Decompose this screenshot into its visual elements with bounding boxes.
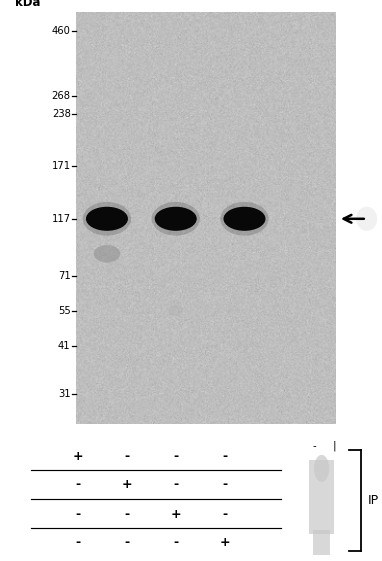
- Ellipse shape: [155, 207, 197, 231]
- Text: -: -: [222, 478, 227, 491]
- Ellipse shape: [94, 245, 120, 263]
- Bar: [309, 460, 334, 534]
- Text: -: -: [173, 449, 178, 463]
- Text: 171: 171: [52, 161, 71, 171]
- Text: 55: 55: [58, 306, 71, 316]
- Text: IP: IP: [367, 494, 379, 507]
- Ellipse shape: [314, 455, 329, 482]
- Text: 31: 31: [58, 389, 71, 399]
- Text: -: -: [222, 449, 227, 463]
- Ellipse shape: [86, 207, 128, 231]
- Text: -: -: [75, 478, 81, 491]
- Text: -: -: [173, 536, 178, 549]
- Text: 71: 71: [58, 270, 71, 280]
- Ellipse shape: [223, 207, 265, 231]
- Ellipse shape: [152, 202, 200, 236]
- Text: +: +: [121, 478, 132, 491]
- Text: 117: 117: [52, 214, 71, 224]
- Ellipse shape: [83, 202, 131, 236]
- Text: 268: 268: [52, 91, 71, 102]
- Text: -: -: [124, 449, 129, 463]
- Text: +: +: [170, 508, 181, 521]
- Text: kDa: kDa: [15, 0, 41, 9]
- Ellipse shape: [356, 207, 377, 231]
- Text: 460: 460: [52, 26, 71, 36]
- Text: -: -: [124, 536, 129, 549]
- Text: -: -: [124, 508, 129, 521]
- Text: -: -: [313, 440, 317, 450]
- Text: -: -: [75, 536, 81, 549]
- Ellipse shape: [220, 202, 269, 236]
- Text: 41: 41: [58, 341, 71, 351]
- Text: |: |: [333, 440, 337, 451]
- Text: +: +: [219, 536, 230, 549]
- Text: +: +: [73, 449, 83, 463]
- Bar: [313, 530, 330, 555]
- Ellipse shape: [168, 305, 183, 316]
- Text: -: -: [173, 478, 178, 491]
- Text: -: -: [222, 508, 227, 521]
- Text: -: -: [75, 508, 81, 521]
- Text: 238: 238: [52, 109, 71, 119]
